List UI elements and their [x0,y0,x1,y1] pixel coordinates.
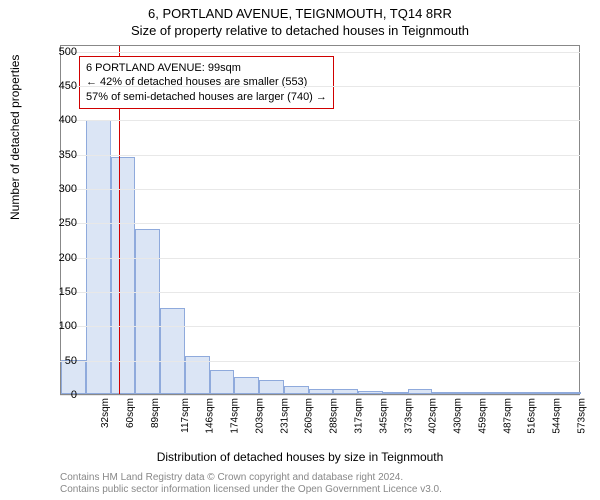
gridline [60,326,580,327]
gridline [60,361,580,362]
info-box-line: 6 PORTLAND AVENUE: 99sqm [86,61,327,75]
gridline [60,155,580,156]
histogram-bar [259,380,284,394]
x-tick-label: 459sqm [477,398,488,434]
x-tick-label: 32sqm [100,398,111,428]
gridline [60,292,580,293]
y-tick-label: 350 [47,149,77,161]
x-tick-label: 231sqm [279,398,290,434]
histogram-bar [358,391,383,394]
gridline [60,189,580,190]
attribution-line: Contains HM Land Registry data © Crown c… [60,472,442,484]
y-tick-label: 250 [47,217,77,229]
gridline [60,86,580,87]
x-tick-label: 373sqm [403,398,414,434]
attribution-line: Contains public sector information licen… [60,484,442,496]
y-tick-label: 100 [47,320,77,332]
histogram-bar [556,392,581,394]
histogram-bar [333,389,358,394]
x-axis-label: Distribution of detached houses by size … [0,450,600,464]
histogram-bar [234,377,259,394]
x-tick-label: 117sqm [180,398,191,433]
gridline [60,223,580,224]
x-tick-label: 544sqm [552,398,563,434]
histogram-bar [111,157,136,394]
x-tick-label: 288sqm [329,398,340,434]
gridline [60,258,580,259]
info-box-line: 57% of semi-detached houses are larger (… [86,90,327,104]
x-tick-label: 345sqm [378,398,389,434]
x-tick-label: 487sqm [502,398,513,434]
histogram-bar [507,392,532,394]
histogram-bar [482,392,507,394]
attribution-text: Contains HM Land Registry data © Crown c… [60,472,442,496]
y-tick-label: 400 [47,114,77,126]
info-box-line: ← 42% of detached houses are smaller (55… [86,75,327,89]
y-tick-label: 300 [47,183,77,195]
histogram-bar [309,389,334,394]
histogram-bar [210,370,235,394]
gridline [60,395,580,396]
histogram-bar [408,389,433,394]
x-tick-label: 60sqm [125,398,136,428]
histogram-bar [457,392,482,394]
histogram-bar [383,392,408,394]
gridline [60,52,580,53]
y-tick-label: 0 [47,389,77,401]
y-tick-label: 50 [47,355,77,367]
gridline [60,120,580,121]
x-tick-label: 260sqm [304,398,315,434]
chart-plot-area: 6 PORTLAND AVENUE: 99sqm← 42% of detache… [60,45,580,395]
x-tick-label: 516sqm [527,398,538,434]
histogram-bar [284,386,309,394]
chart-title-sub: Size of property relative to detached ho… [0,21,600,38]
chart-title-main: 6, PORTLAND AVENUE, TEIGNMOUTH, TQ14 8RR [0,0,600,21]
property-info-box: 6 PORTLAND AVENUE: 99sqm← 42% of detache… [79,56,334,109]
histogram-bar [432,392,457,394]
x-tick-label: 174sqm [230,398,241,434]
x-tick-label: 203sqm [255,398,266,434]
x-tick-label: 89sqm [150,398,161,428]
histogram-bar [185,356,210,394]
x-tick-label: 430sqm [453,398,464,434]
x-tick-label: 317sqm [354,398,365,434]
histogram-bar [160,308,185,394]
y-tick-label: 450 [47,80,77,92]
x-tick-label: 402sqm [428,398,439,434]
y-tick-label: 200 [47,252,77,264]
histogram-bar [531,392,556,394]
y-tick-label: 150 [47,286,77,298]
x-tick-label: 573sqm [576,398,587,434]
y-axis-label: Number of detached properties [8,55,22,220]
y-tick-label: 500 [47,46,77,58]
x-tick-label: 146sqm [205,398,216,434]
histogram-bar [135,229,160,394]
